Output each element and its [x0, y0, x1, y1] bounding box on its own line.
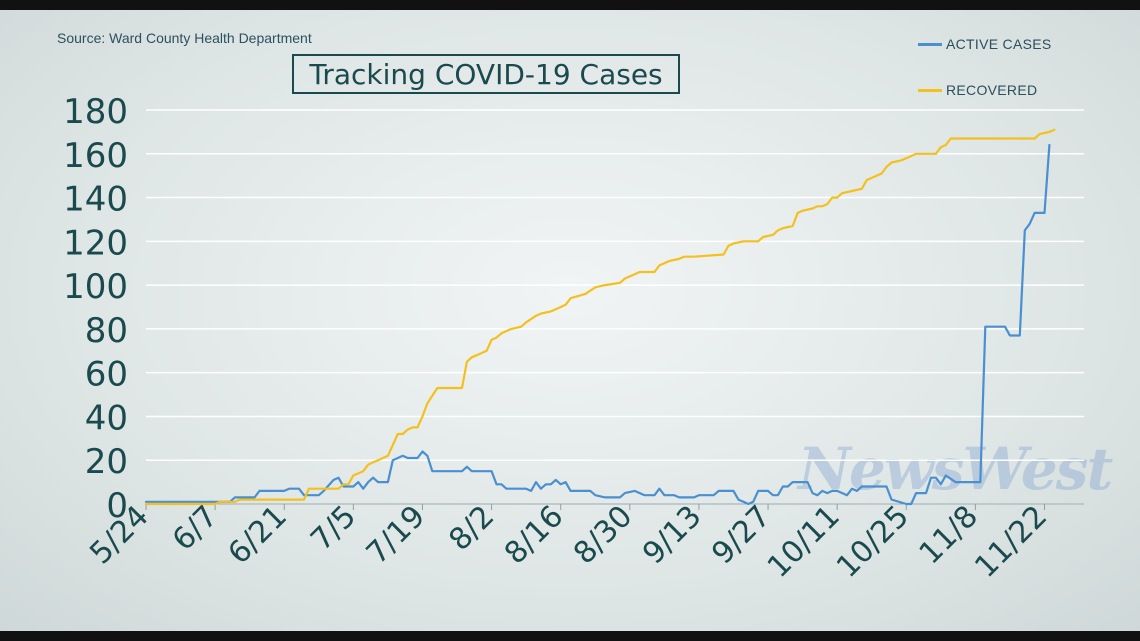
chart-title-text: Tracking COVID-19 Cases [309, 57, 663, 91]
x-tick-label: 11/22 [968, 499, 1054, 585]
x-tick-label: 8/16 [498, 499, 570, 571]
legend: ACTIVE CASES RECOVERED [918, 34, 1052, 126]
chart-title: Tracking COVID-19 Cases [292, 54, 680, 94]
legend-item-active: ACTIVE CASES [918, 34, 1052, 54]
x-tick-label: 10/11 [761, 499, 847, 585]
x-tick-label: 6/21 [221, 499, 293, 571]
chart-frame: Source: Ward County Health Department Tr… [0, 10, 1140, 631]
y-tick-label: 20 [85, 442, 128, 482]
x-tick-label: 7/5 [304, 499, 363, 558]
legend-label-active: ACTIVE CASES [946, 36, 1052, 52]
y-tick-label: 160 [63, 136, 128, 176]
legend-swatch-active [918, 42, 942, 46]
x-tick-label: 8/2 [442, 499, 501, 558]
y-tick-label: 80 [85, 311, 128, 351]
y-tick-label: 40 [85, 398, 128, 438]
x-tick-label: 9/13 [636, 499, 708, 571]
series-line-active-cases [144, 143, 1051, 506]
x-tick-label: 7/19 [360, 499, 432, 571]
legend-swatch-recovered [918, 88, 942, 92]
y-tick-label: 60 [85, 355, 128, 395]
y-tick-label: 120 [63, 223, 128, 263]
y-tick-label: 100 [63, 267, 128, 307]
y-tick-label: 140 [63, 180, 128, 220]
source-note: Source: Ward County Health Department [57, 30, 312, 46]
x-tick-label: 6/7 [166, 499, 225, 558]
series-line-recovered [144, 128, 1056, 506]
x-tick-label: 8/30 [567, 499, 639, 571]
y-tick-label: 0 [106, 486, 128, 526]
legend-label-recovered: RECOVERED [946, 82, 1038, 98]
x-tick-label: 5/24 [83, 499, 155, 571]
y-tick-label: 180 [63, 92, 128, 132]
x-tick-label: 10/25 [830, 499, 916, 585]
legend-item-recovered: RECOVERED [918, 80, 1052, 100]
